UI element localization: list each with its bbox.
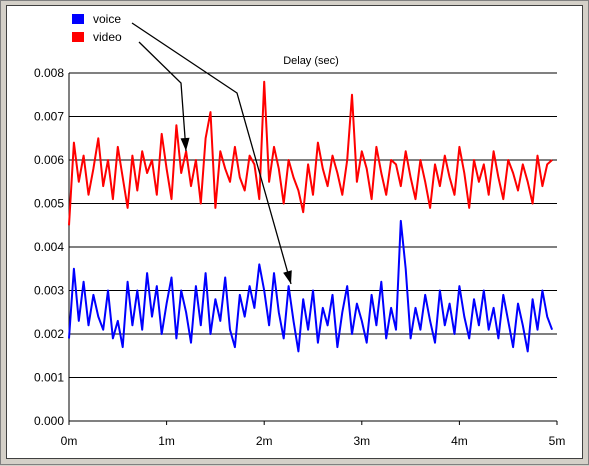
x-tick-label: 0m (61, 434, 78, 448)
y-tick-label: 0.008 (34, 66, 64, 80)
y-tick-label: 0.006 (34, 153, 64, 167)
x-tick-label: 3m (353, 434, 370, 448)
chart-panel (6, 5, 583, 459)
voice-arrow (131, 22, 292, 285)
y-tick-label: 0.001 (34, 371, 64, 385)
y-tick-label: 0.007 (34, 110, 64, 124)
chart-title: Delay (sec) (283, 55, 339, 67)
voice-arrow-head (283, 270, 292, 284)
x-tick-label: 2m (256, 434, 273, 448)
series-line-voice (68, 219, 554, 353)
legend-swatch-video (72, 32, 84, 42)
y-tick-label: 0.005 (34, 197, 64, 211)
y-tick-label: 0.004 (34, 240, 64, 254)
legend-label-voice: voice (93, 12, 121, 26)
y-tick-label: 0.000 (34, 414, 64, 428)
x-tick-label: 1m (158, 434, 175, 448)
video-arrow-head (180, 137, 190, 151)
y-tick-label: 0.003 (34, 284, 64, 298)
legend-swatch-voice (72, 14, 84, 24)
legend-label-video: video (93, 30, 122, 44)
video-arrow (138, 41, 187, 152)
y-tick-label: 0.002 (34, 327, 64, 341)
series-line-video (68, 80, 553, 226)
x-tick-label: 5m (549, 434, 566, 448)
x-tick-label: 4m (451, 434, 468, 448)
